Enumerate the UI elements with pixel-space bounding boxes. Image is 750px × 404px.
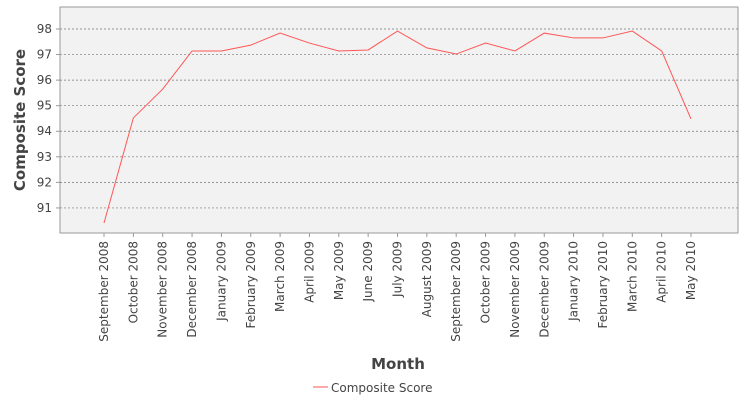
x-tick-label: July 2009 [391, 241, 405, 298]
x-tick-label: August 2009 [420, 241, 434, 317]
y-tick-label: 95 [37, 99, 52, 113]
y-tick-label: 98 [37, 22, 52, 36]
x-tick-label: June 2009 [361, 241, 375, 303]
x-tick-label: May 2010 [684, 241, 698, 300]
x-tick-label: February 2010 [596, 241, 610, 329]
x-tick-label: January 2009 [214, 241, 228, 322]
x-tick-label: May 2009 [332, 241, 346, 300]
legend-label: Composite Score [331, 381, 432, 395]
y-axis-title: Composite Score [11, 49, 29, 191]
x-tick-label: March 2010 [625, 241, 639, 312]
x-tick-label: January 2010 [567, 241, 581, 322]
x-tick-label: December 2009 [537, 241, 551, 338]
x-tick-label: December 2008 [185, 241, 199, 338]
x-tick-label: April 2009 [302, 241, 316, 303]
y-tick-label: 97 [37, 48, 52, 62]
y-tick-label: 94 [37, 124, 52, 138]
y-tick-label: 92 [37, 175, 52, 189]
x-tick-label: September 2009 [449, 241, 463, 342]
x-tick-label: February 2009 [244, 241, 258, 329]
data-line [103, 30, 692, 224]
x-tick-label: September 2008 [97, 241, 111, 342]
x-tick-label: March 2009 [273, 241, 287, 312]
x-tick-label: April 2010 [655, 241, 669, 303]
plot-area [59, 6, 739, 234]
x-tick-label: October 2009 [479, 241, 493, 323]
x-tick-label: October 2008 [126, 241, 140, 323]
x-tick-label: November 2008 [156, 241, 170, 338]
x-axis-title: Month [371, 355, 425, 373]
y-tick-label: 91 [37, 201, 52, 215]
x-tick-label: November 2009 [508, 241, 522, 338]
y-tick-label: 96 [37, 73, 52, 87]
y-tick-label: 93 [37, 150, 52, 164]
